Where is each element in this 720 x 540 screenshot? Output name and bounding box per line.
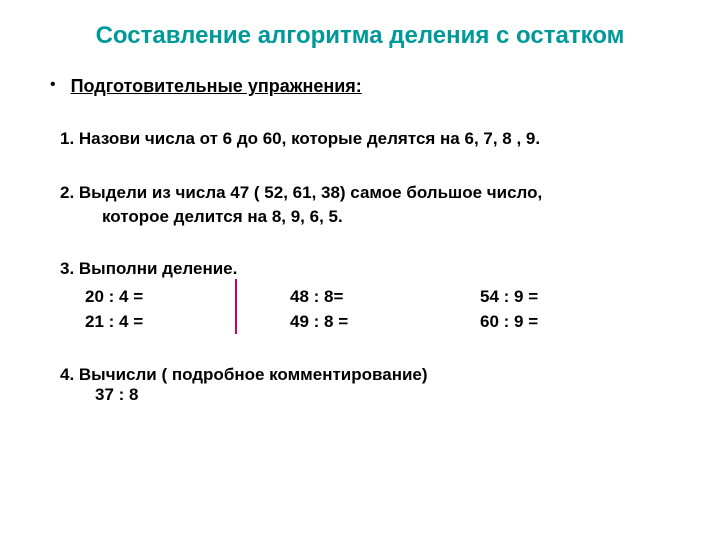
eq-2-2: 49 : 8 = (290, 309, 460, 335)
eq-1-2: 21 : 4 = (85, 309, 260, 335)
eq-3-1: 54 : 9 = (480, 284, 660, 310)
task-2: 2. Выдели из числа 47 ( 52, 61, 38) само… (40, 181, 680, 229)
divider-line (235, 279, 237, 334)
equations-row: 20 : 4 = 21 : 4 = 48 : 8= 49 : 8 = 54 : … (60, 284, 680, 335)
subtitle-text: Подготовительные упражнения: (71, 76, 362, 97)
equations-col-3: 54 : 9 = 60 : 9 = (460, 284, 660, 335)
task-4-line-2: 37 : 8 (60, 385, 680, 405)
eq-1-1: 20 : 4 = (85, 284, 260, 310)
subtitle-row: • Подготовительные упражнения: (40, 76, 680, 97)
task-3: 3. Выполни деление. 20 : 4 = 21 : 4 = 48… (40, 259, 680, 335)
eq-2-1: 48 : 8= (290, 284, 460, 310)
task-2-line-2: которое делится на 8, 9, 6, 5. (60, 205, 680, 229)
equations-col-2: 48 : 8= 49 : 8 = (260, 284, 460, 335)
task-2-line-1: 2. Выдели из числа 47 ( 52, 61, 38) само… (60, 181, 680, 205)
equations-col-1: 20 : 4 = 21 : 4 = (60, 284, 260, 335)
task-3-heading: 3. Выполни деление. (60, 259, 680, 279)
bullet-icon: • (50, 76, 56, 94)
task-4: 4. Вычисли ( подробное комментирование) … (40, 365, 680, 405)
task-4-line-1: 4. Вычисли ( подробное комментирование) (60, 365, 680, 385)
task-1: 1. Назови числа от 6 до 60, которые деля… (40, 127, 680, 151)
page-title: Составление алгоритма деления с остатком (40, 20, 680, 51)
eq-3-2: 60 : 9 = (480, 309, 660, 335)
